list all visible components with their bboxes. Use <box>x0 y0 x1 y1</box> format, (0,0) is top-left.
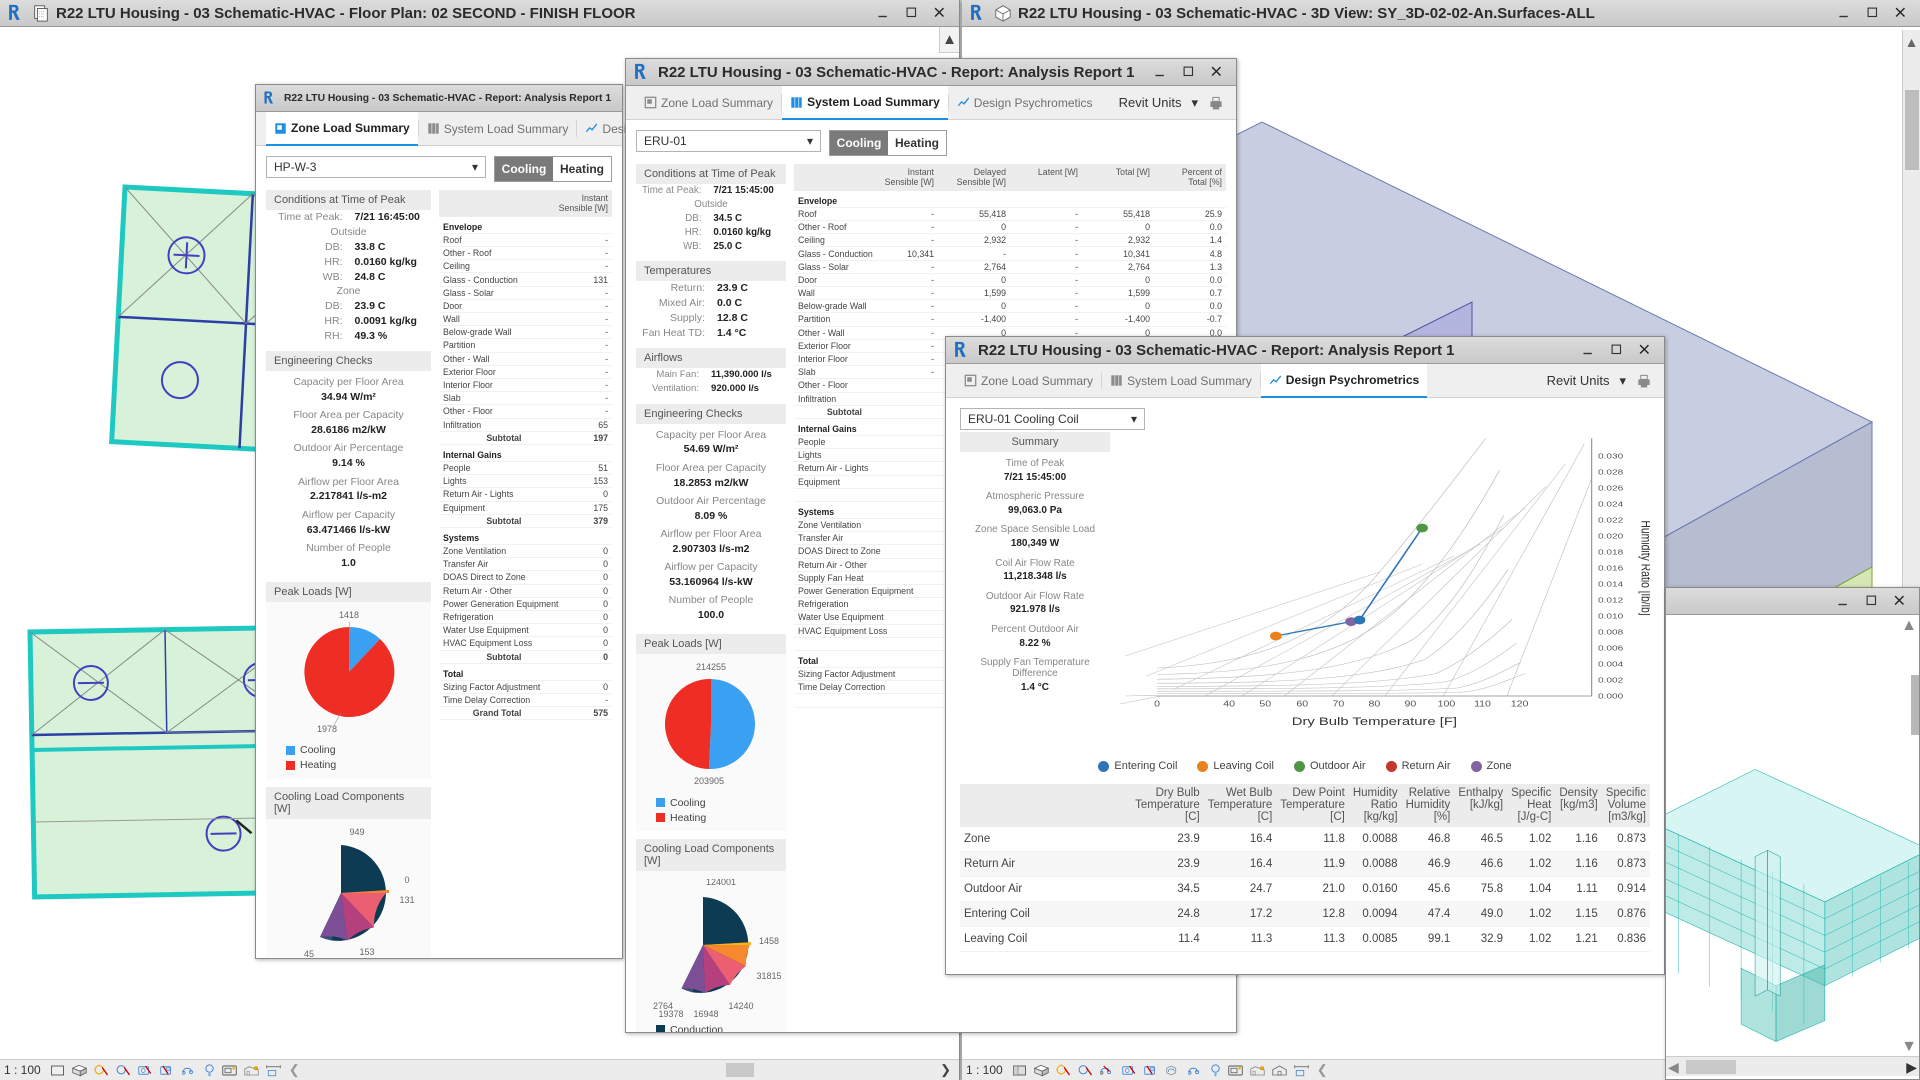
svg-text:Humidity Ratio [lb/lb]: Humidity Ratio [lb/lb] <box>1638 520 1650 615</box>
svg-text:179: 179 <box>319 957 334 958</box>
svg-text:203905: 203905 <box>694 776 724 786</box>
svg-text:0.030: 0.030 <box>1598 452 1623 461</box>
svg-text:120: 120 <box>1511 699 1529 708</box>
svg-text:0.014: 0.014 <box>1598 580 1623 589</box>
svg-text:110: 110 <box>1474 699 1491 708</box>
svg-text:0.024: 0.024 <box>1598 500 1623 509</box>
svg-text:19378: 19378 <box>658 1009 683 1019</box>
svg-text:1458: 1458 <box>759 936 779 946</box>
svg-text:70: 70 <box>1332 699 1344 708</box>
svg-text:60: 60 <box>1296 699 1308 708</box>
svg-text:14240: 14240 <box>728 1001 753 1011</box>
svg-text:0.022: 0.022 <box>1598 516 1623 525</box>
svg-text:31815: 31815 <box>756 971 781 981</box>
svg-text:0.010: 0.010 <box>1598 612 1623 621</box>
svg-text:153: 153 <box>359 947 374 957</box>
svg-text:45: 45 <box>303 949 313 958</box>
svg-text:0.008: 0.008 <box>1598 628 1623 637</box>
svg-text:124001: 124001 <box>706 879 736 887</box>
svg-text:0: 0 <box>404 875 409 885</box>
svg-text:0.020: 0.020 <box>1598 532 1623 541</box>
svg-text:0.018: 0.018 <box>1598 548 1623 557</box>
svg-text:0.004: 0.004 <box>1598 660 1623 669</box>
svg-text:0.006: 0.006 <box>1598 644 1623 653</box>
svg-text:100: 100 <box>1438 699 1456 708</box>
svg-text:40: 40 <box>1223 699 1235 708</box>
svg-text:0: 0 <box>1154 699 1160 708</box>
svg-text:90: 90 <box>1405 699 1417 708</box>
svg-text:0.000: 0.000 <box>1598 692 1623 701</box>
svg-text:0.016: 0.016 <box>1598 564 1623 573</box>
svg-text:1978: 1978 <box>316 724 336 734</box>
svg-text:80: 80 <box>1369 699 1381 708</box>
svg-text:Dry Bulb Temperature [F]: Dry Bulb Temperature [F] <box>1292 715 1457 728</box>
svg-text:214255: 214255 <box>696 662 726 672</box>
svg-text:131: 131 <box>399 895 414 905</box>
svg-text:1418: 1418 <box>338 610 358 620</box>
svg-text:0.002: 0.002 <box>1598 676 1623 685</box>
svg-text:0.026: 0.026 <box>1598 484 1623 493</box>
svg-text:949: 949 <box>349 827 364 837</box>
svg-text:50: 50 <box>1259 699 1271 708</box>
svg-text:0.028: 0.028 <box>1598 468 1623 477</box>
svg-text:16948: 16948 <box>693 1009 718 1019</box>
svg-text:0.012: 0.012 <box>1598 596 1623 605</box>
